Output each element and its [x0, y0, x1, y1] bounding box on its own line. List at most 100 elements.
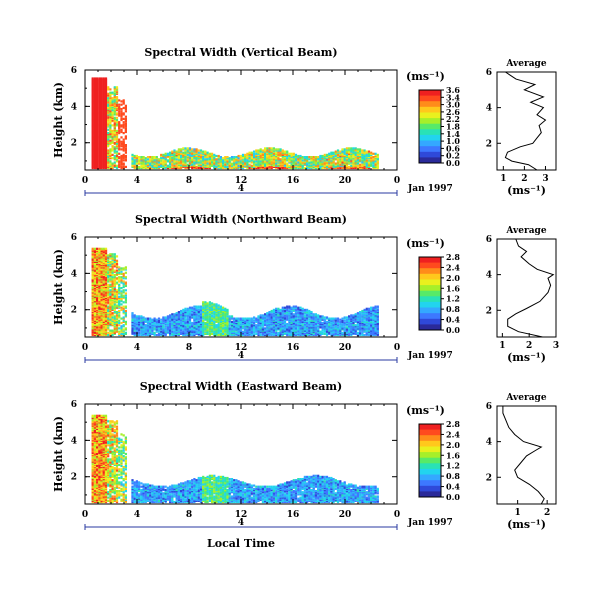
heat-cell	[93, 156, 96, 159]
heat-cell	[104, 139, 108, 142]
heat-cell	[162, 316, 165, 319]
heat-cell	[288, 308, 291, 311]
heat-cell	[91, 145, 94, 148]
heat-cell	[173, 330, 176, 333]
heat-cell	[104, 247, 108, 250]
heat-cell	[348, 157, 351, 160]
heat-cell	[266, 163, 269, 166]
heat-cell	[292, 163, 295, 166]
heat-cell	[111, 153, 114, 156]
heat-cell	[259, 163, 262, 166]
heat-cell	[135, 326, 138, 329]
heat-cell	[257, 318, 260, 321]
heat-cell	[118, 103, 121, 106]
y-tick-label: 4	[71, 102, 77, 112]
heat-cell	[98, 87, 101, 90]
heat-cell	[102, 138, 105, 141]
heat-cell	[191, 148, 194, 151]
heat-cell	[208, 157, 211, 160]
heat-cell	[204, 321, 207, 325]
heat-cell	[166, 315, 169, 318]
heat-cell	[142, 156, 145, 159]
heat-cell	[257, 151, 260, 154]
heat-cell	[118, 309, 121, 313]
heat-cell	[120, 110, 123, 113]
heat-cell	[124, 266, 127, 269]
heat-cell	[268, 151, 271, 154]
heat-cell	[109, 99, 112, 102]
heat-cell	[241, 153, 245, 156]
heat-cell	[199, 153, 203, 156]
heat-cell	[107, 138, 110, 141]
heat-cell	[336, 157, 340, 160]
x-tick-label: 0	[394, 176, 400, 186]
heat-cell	[111, 100, 114, 103]
heat-cell	[286, 153, 289, 156]
heat-cell	[332, 164, 335, 167]
heat-cell	[160, 156, 163, 159]
heat-cell	[166, 159, 169, 162]
heat-cell	[268, 156, 271, 159]
heat-cell	[93, 247, 96, 250]
heat-cell	[261, 150, 264, 153]
heat-cell	[336, 149, 340, 152]
heat-cell	[115, 316, 119, 319]
heat-cell	[339, 156, 342, 159]
heat-cell	[325, 157, 329, 160]
heat-cell	[202, 151, 205, 154]
heat-cell	[186, 156, 189, 159]
colorbar: (ms⁻¹)3.63.43.02.62.21.81.41.00.60.20.0	[406, 70, 460, 168]
heat-cell	[339, 151, 342, 154]
heat-cell	[321, 163, 324, 166]
heat-cell	[155, 163, 158, 166]
heat-cell	[226, 162, 229, 165]
heat-cell	[233, 162, 236, 165]
heat-cell	[111, 137, 114, 140]
heat-cell	[266, 149, 269, 152]
heat-cell	[290, 306, 293, 309]
heat-cell	[354, 150, 357, 153]
heat-cell	[107, 289, 110, 292]
heat-cell	[149, 158, 152, 161]
heat-cell	[115, 304, 119, 307]
heat-cell	[131, 162, 134, 165]
heat-cell	[270, 156, 273, 159]
heat-cell	[239, 156, 242, 159]
heat-cell	[120, 267, 123, 270]
heat-cell	[111, 129, 114, 132]
heat-cell	[111, 301, 114, 304]
heat-cell	[120, 157, 123, 160]
heat-cell	[111, 117, 114, 120]
heat-cell	[115, 277, 119, 280]
heat-cell	[193, 325, 196, 328]
heat-cell	[270, 158, 273, 161]
heat-cell	[199, 157, 203, 160]
heat-cell	[115, 320, 119, 323]
heat-cell	[151, 162, 154, 165]
heat-cell	[184, 163, 187, 166]
heat-cell	[115, 330, 119, 333]
heat-cell	[197, 163, 200, 166]
heat-cell	[173, 157, 176, 160]
heat-cell	[270, 147, 273, 150]
heat-cell	[272, 156, 275, 159]
heat-cell	[118, 147, 121, 150]
heat-cell	[186, 163, 189, 166]
heat-cell	[146, 156, 150, 159]
heat-cell	[290, 333, 293, 337]
heat-cell	[314, 163, 317, 166]
heat-cell	[261, 149, 264, 152]
heat-cell	[266, 157, 269, 160]
heat-cell	[138, 156, 141, 159]
heat-cell	[277, 150, 280, 153]
heat-cell	[224, 163, 227, 166]
heat-cell	[288, 323, 291, 326]
heat-cell	[208, 315, 211, 318]
heat-cell	[199, 156, 203, 159]
heat-cell	[171, 157, 174, 160]
heat-cell	[372, 162, 375, 165]
heat-cell	[133, 156, 136, 159]
heat-cell	[175, 162, 178, 165]
colorbar-segment	[419, 118, 441, 125]
heat-cell	[131, 160, 134, 163]
